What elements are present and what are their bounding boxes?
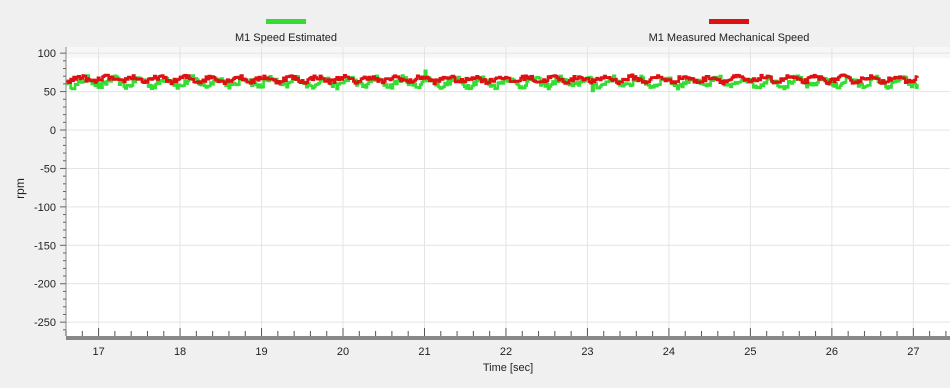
legend-item-1: M1 Speed Estimated <box>235 19 337 44</box>
legend-swatch <box>266 19 306 24</box>
x-tick-label: 26 <box>826 346 838 358</box>
x-tick-label: 27 <box>907 346 919 358</box>
y-tick-label: -250 <box>34 317 56 329</box>
x-tick-label: 22 <box>500 346 512 358</box>
y-tick-label: 50 <box>44 87 56 99</box>
grid-lines <box>66 47 950 336</box>
y-axis-label: rpm <box>13 178 27 199</box>
x-axis-bar <box>66 336 950 340</box>
x-axis-label: Time [sec] <box>483 362 533 374</box>
x-tick-label: 19 <box>255 346 267 358</box>
legend-label: M1 Speed Estimated <box>235 32 337 44</box>
series-2 <box>66 73 919 86</box>
legend-item-2: M1 Measured Mechanical Speed <box>649 19 810 44</box>
x-tick-label: 17 <box>92 346 104 358</box>
x-tick-label: 18 <box>174 346 186 358</box>
y-tick-label: -100 <box>34 202 56 214</box>
plot-area <box>66 47 950 336</box>
legend-label: M1 Measured Mechanical Speed <box>649 32 810 44</box>
legend: M1 Speed Estimated M1 Measured Mechanical… <box>235 19 809 44</box>
legend-swatch <box>709 19 749 24</box>
x-tick-label: 24 <box>663 346 675 358</box>
y-tick-label: -150 <box>34 240 56 252</box>
x-tick-label: 20 <box>337 346 349 358</box>
x-tick-label: 23 <box>581 346 593 358</box>
y-tick-label: -200 <box>34 279 56 291</box>
axes: 100 50 0 -50 -100 -150 -200 -250 rpm 17 18 19 20 21 22… <box>13 47 950 374</box>
y-tick-label: 0 <box>50 125 56 137</box>
series-line <box>66 73 919 86</box>
y-tick-label: -50 <box>40 163 56 175</box>
series-lines <box>66 69 919 93</box>
x-tick-label: 25 <box>744 346 756 358</box>
y-tick-label: 100 <box>38 48 56 60</box>
plot-band-top <box>66 47 950 58</box>
x-tick-label: 21 <box>418 346 430 358</box>
